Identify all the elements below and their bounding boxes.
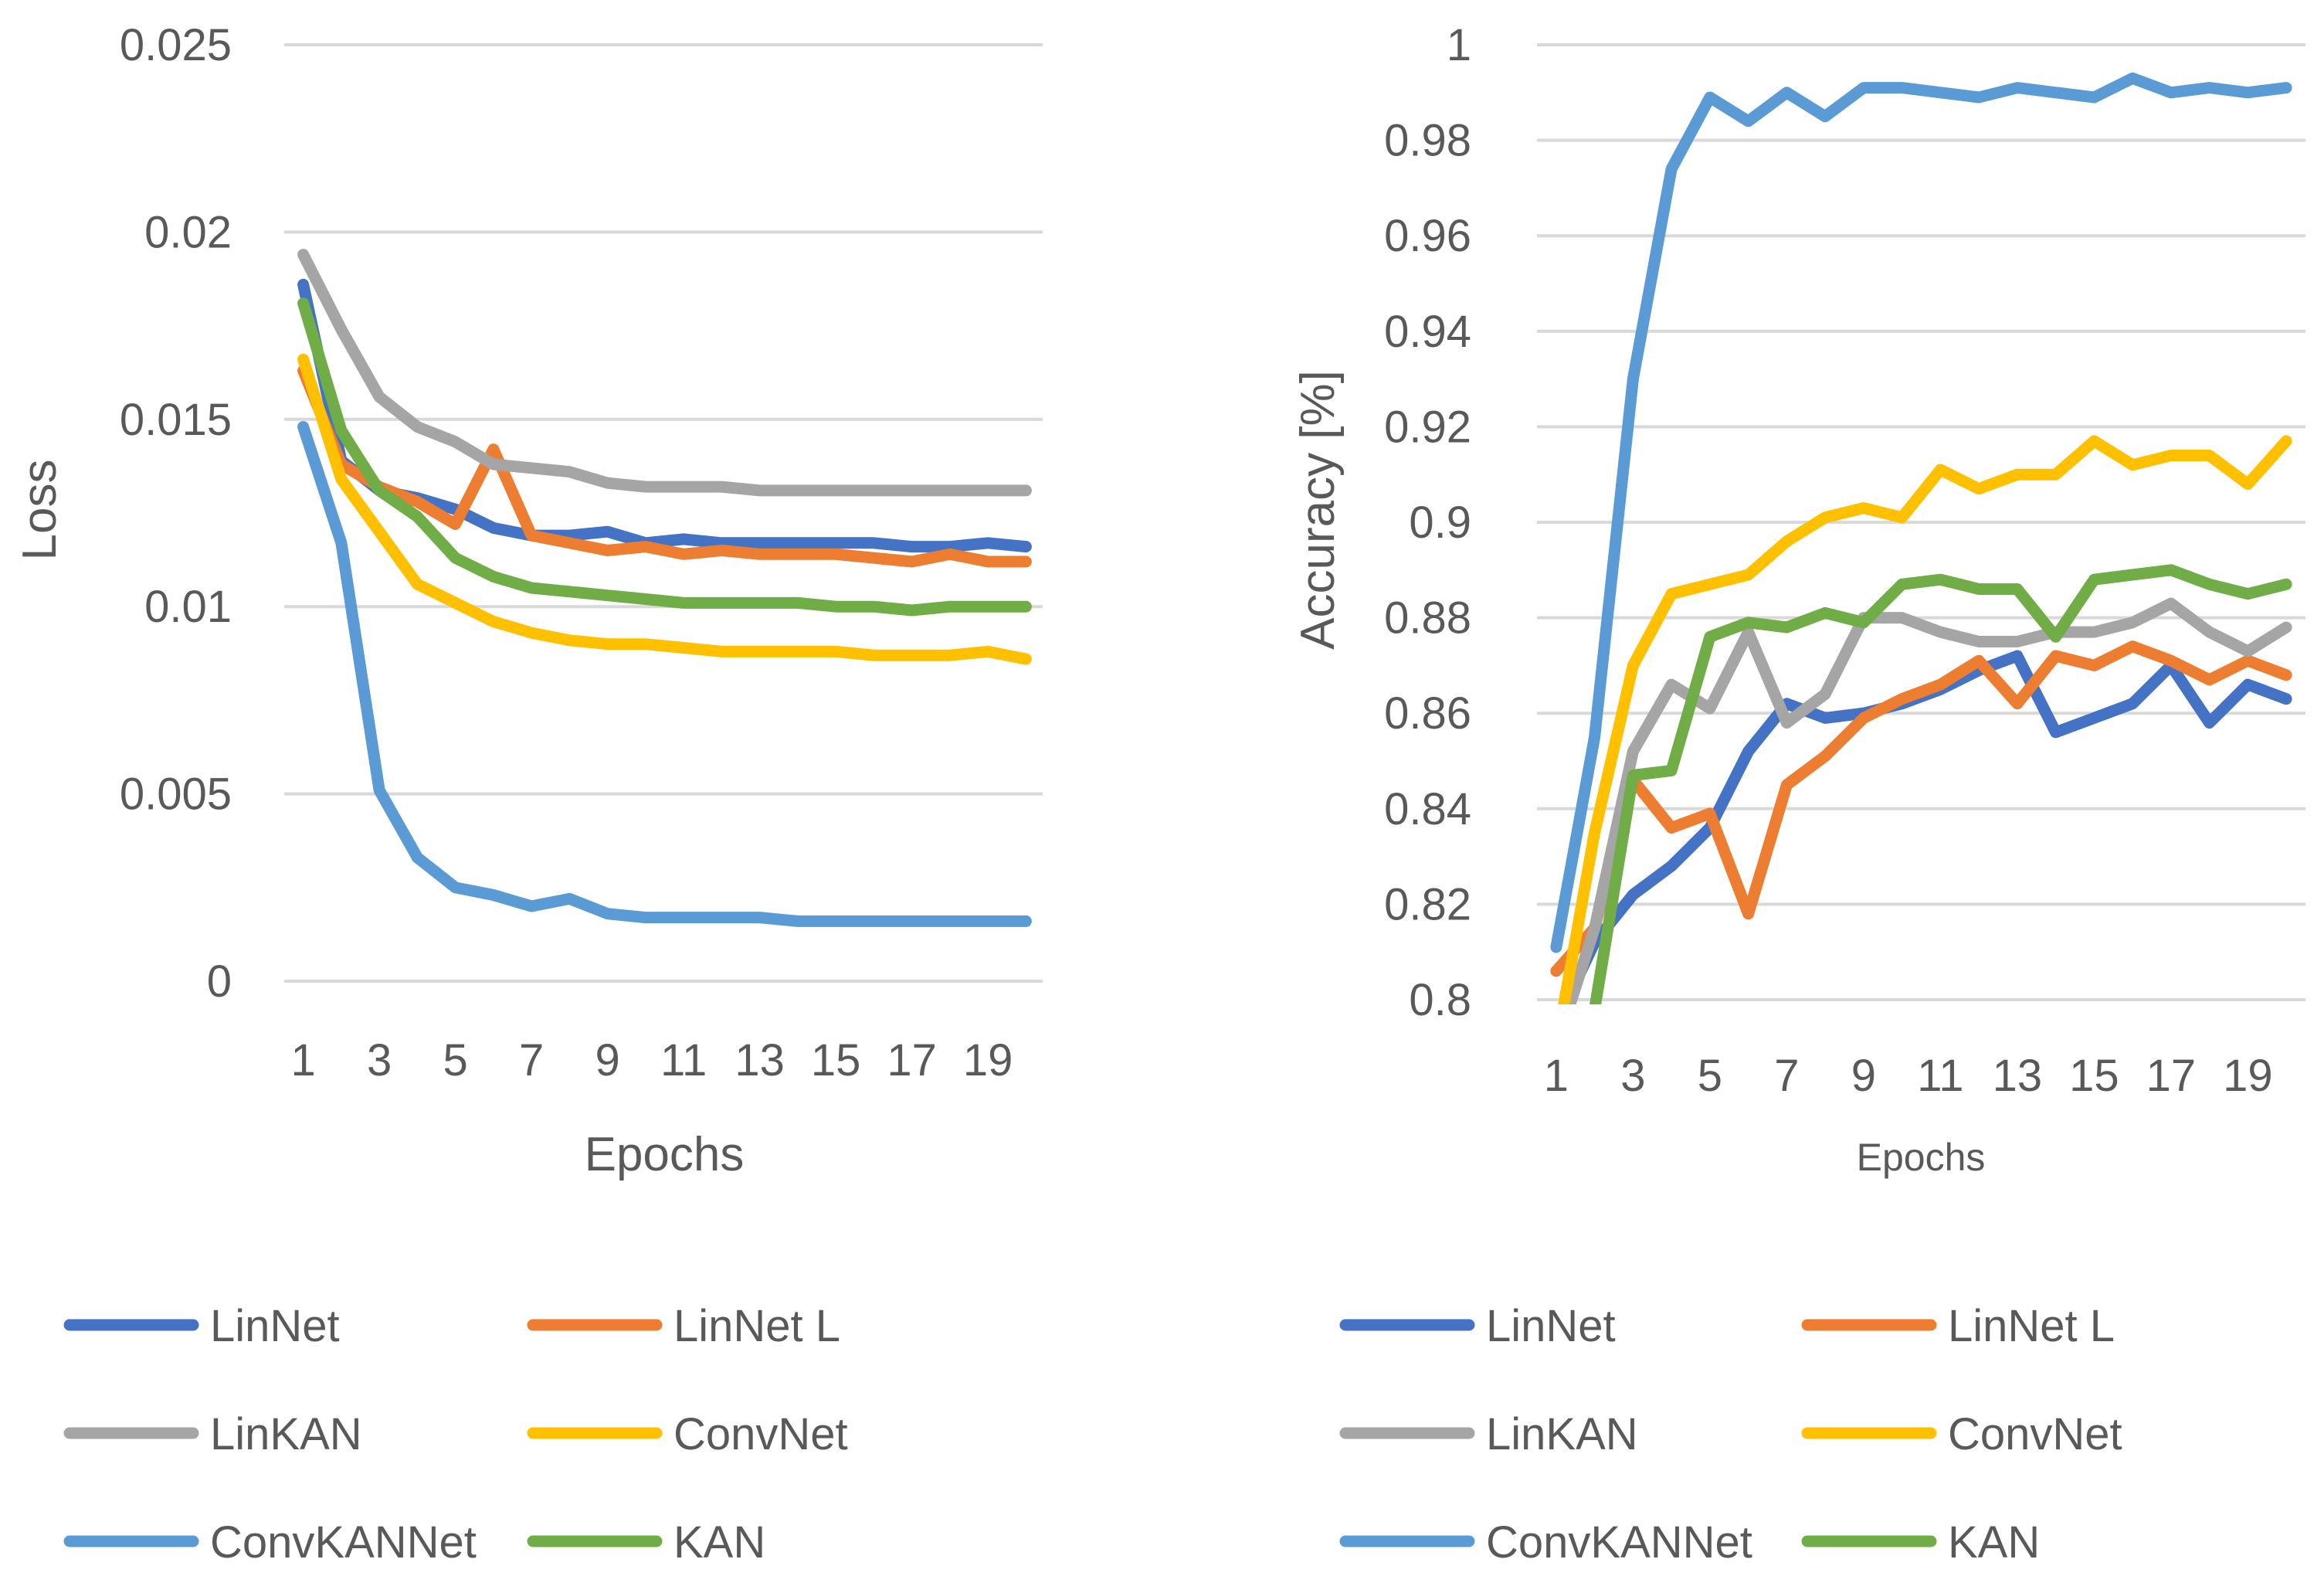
accuracy-ytick-label: 0.86 [1384,688,1471,739]
loss-legend-item-linnet-l: LinNet L [527,1301,840,1351]
accuracy-xtick-label: 13 [1993,1051,2043,1101]
accuracy-series-convnet [1558,435,2292,1004]
accuracy-series-linnet-l [1550,640,2292,977]
accuracy-series-linkan [1563,597,2292,1004]
loss-ytick-label: 0.01 [144,582,232,632]
loss-xtick-label: 19 [963,1035,1013,1085]
accuracy-xtick-label: 9 [1851,1051,1876,1101]
loss-xtick-label: 9 [595,1035,619,1085]
loss-xtick-label: 17 [887,1035,937,1085]
accuracy-series-linnet [1559,650,2292,1004]
accuracy-xtick-label: 5 [1698,1051,1722,1101]
accuracy-legend-item-convkannet: ConvKANNet [1339,1517,1752,1568]
loss-x-axis-title: Epochs [585,1128,745,1181]
loss-series-convkannet [297,421,1032,927]
loss-series-kan [297,297,1032,617]
loss-ytick-label: 0.005 [120,769,232,820]
legend-label: LinNet L [673,1301,840,1351]
loss-xtick-label: 15 [811,1035,861,1085]
loss-xtick-label: 5 [443,1035,467,1085]
legend-label: ConvNet [673,1409,848,1459]
loss-xtick-label: 13 [735,1035,785,1085]
loss-legend-item-linnet: LinNet [63,1301,340,1351]
accuracy-xtick-label: 19 [2223,1051,2273,1101]
accuracy-legend-item-linkan: LinKAN [1339,1409,1638,1459]
accuracy-y-axis-title: Accuracy [%] [1291,370,1345,650]
accuracy-ytick-label: 0.92 [1384,402,1471,452]
loss-xtick-label: 11 [660,1035,707,1085]
accuracy-xtick-label: 17 [2146,1051,2197,1101]
accuracy-plot-area [1550,72,2292,1004]
accuracy-ytick-label: 0.84 [1384,784,1471,834]
accuracy-ytick-label: 0.82 [1384,879,1471,929]
accuracy-ytick-label: 0.9 [1409,498,1471,548]
accuracy-xtick-label: 15 [2069,1051,2119,1101]
loss-plot-area [297,249,1032,927]
accuracy-legend-item-convnet: ConvNet [1801,1409,2122,1459]
loss-ytick-label: 0 [207,956,232,1007]
legend-label: LinKAN [1486,1409,1638,1459]
loss-y-axis-title: Loss [13,460,66,561]
accuracy-x-axis-title: Epochs [1857,1136,1986,1179]
loss-xtick-label: 1 [290,1035,315,1085]
legend-label: KAN [673,1517,765,1568]
loss-legend-item-linkan: LinKAN [63,1409,362,1459]
loss-ytick-label: 0.02 [144,207,232,257]
accuracy-legend-item-linnet: LinNet [1339,1301,1616,1351]
accuracy-chart: 0.80.820.840.860.880.90.920.940.960.9811… [1291,20,2305,1568]
loss-legend-item-kan: KAN [527,1517,765,1568]
legend-label: ConvNet [1948,1409,2122,1459]
legend-label: ConvKANNet [210,1517,477,1568]
legend-label: KAN [1948,1517,2040,1568]
loss-legend-item-convkannet: ConvKANNet [63,1517,477,1568]
accuracy-series-convkannet [1550,72,2292,953]
loss-xtick-label: 7 [519,1035,544,1085]
accuracy-xtick-label: 11 [1917,1051,1963,1101]
accuracy-ytick-label: 1 [1447,20,1471,70]
loss-series-convnet [297,353,1032,665]
legend-label: LinNet L [1948,1301,2115,1351]
accuracy-series-kan [1589,564,2292,1004]
legend-label: LinKAN [210,1409,362,1459]
accuracy-xtick-label: 3 [1620,1051,1645,1101]
accuracy-ytick-label: 0.88 [1384,593,1471,644]
legend-label: ConvKANNet [1486,1517,1752,1568]
accuracy-ytick-label: 0.8 [1409,975,1471,1025]
loss-legend-item-convnet: ConvNet [527,1409,848,1459]
loss-ytick-label: 0.015 [120,395,232,445]
loss-ytick-label: 0.025 [120,20,232,70]
loss-series-linkan [297,249,1032,497]
legend-label: LinNet [210,1301,340,1351]
legend-label: LinNet [1486,1301,1616,1351]
loss-series-linnet-l [297,365,1032,568]
accuracy-ytick-label: 0.98 [1384,116,1471,166]
accuracy-legend-item-linnet-l: LinNet L [1801,1301,2115,1351]
accuracy-xtick-label: 1 [1544,1051,1569,1101]
accuracy-xtick-label: 7 [1774,1051,1799,1101]
accuracy-ytick-label: 0.96 [1384,211,1471,261]
loss-xtick-label: 3 [367,1035,392,1085]
accuracy-ytick-label: 0.94 [1384,307,1471,357]
accuracy-legend-item-kan: KAN [1801,1517,2040,1568]
